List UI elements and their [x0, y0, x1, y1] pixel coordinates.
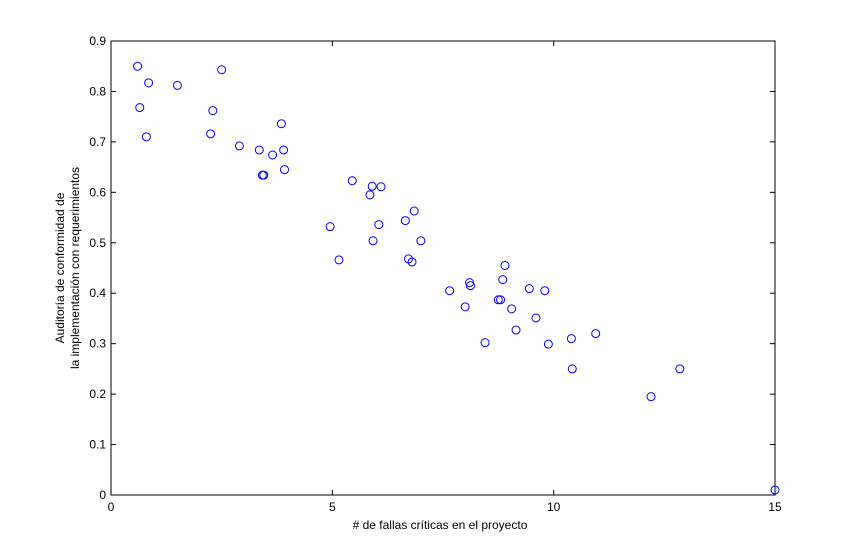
data-point — [498, 275, 508, 285]
data-point — [407, 257, 417, 267]
y-tick-label: 0.1 — [89, 438, 106, 452]
y-tick-label: 0.8 — [89, 84, 106, 98]
data-point — [208, 106, 218, 116]
y-tick-label: 0.3 — [89, 337, 106, 351]
data-point — [524, 284, 534, 294]
data-point — [279, 145, 289, 155]
x-axis-ticks: 0 5 10 15 — [108, 41, 782, 514]
y-tick-label: 0 — [99, 488, 106, 502]
data-point — [400, 216, 410, 226]
data-point — [141, 132, 151, 142]
data-point — [646, 392, 656, 402]
x-axis-label: # de fallas críticas en el proyecto — [353, 518, 528, 532]
data-point — [365, 190, 375, 200]
y-axis-ticks: 0 0.1 0.2 0.3 0.4 0.5 0.6 0.7 0.8 0.9 — [89, 34, 775, 502]
x-tick-label: 5 — [329, 500, 336, 514]
y-axis-label-line1: Auditoría de conformidad de — [53, 192, 67, 343]
y-tick-label: 0.2 — [89, 387, 106, 401]
data-point — [217, 65, 227, 75]
data-point — [254, 145, 264, 155]
data-point — [465, 281, 475, 291]
data-point — [445, 286, 455, 296]
data-point — [500, 260, 510, 270]
data-point — [347, 176, 357, 186]
y-tick-label: 0.7 — [89, 135, 106, 149]
data-point — [770, 485, 780, 495]
y-tick-label: 0.6 — [89, 185, 106, 199]
data-point — [334, 255, 344, 265]
data-point — [566, 334, 576, 344]
data-point — [276, 119, 286, 129]
data-point — [367, 181, 377, 191]
data-point — [144, 78, 154, 88]
x-tick-label: 15 — [768, 500, 782, 514]
data-point — [511, 325, 521, 335]
data-point — [280, 165, 290, 175]
x-tick-label: 0 — [108, 500, 115, 514]
data-point — [496, 295, 506, 305]
data-point — [675, 364, 685, 374]
y-tick-label: 0.4 — [89, 286, 106, 300]
plot-area — [110, 40, 776, 496]
data-point — [567, 364, 577, 374]
data-points — [133, 61, 780, 495]
data-point — [268, 150, 278, 160]
data-point — [206, 129, 216, 139]
data-point — [507, 304, 517, 314]
data-point — [368, 236, 378, 246]
data-point — [409, 206, 419, 216]
y-axis-label-line2: la implementación con requerimientos — [68, 167, 82, 369]
data-point — [540, 286, 550, 296]
data-point — [259, 170, 269, 180]
data-point — [376, 182, 386, 192]
data-point — [493, 295, 503, 305]
data-point — [480, 338, 490, 348]
data-point — [591, 329, 601, 339]
data-point — [416, 236, 426, 246]
y-tick-label: 0.5 — [89, 236, 106, 250]
data-point — [135, 103, 145, 113]
data-point — [531, 313, 541, 323]
x-tick-label: 10 — [547, 500, 561, 514]
data-point — [325, 222, 335, 232]
data-point — [234, 141, 244, 151]
data-point — [374, 220, 384, 230]
y-tick-label: 0.9 — [89, 34, 106, 48]
data-point — [543, 339, 553, 349]
data-point — [133, 61, 143, 71]
data-point — [460, 302, 470, 312]
data-point — [172, 80, 182, 90]
